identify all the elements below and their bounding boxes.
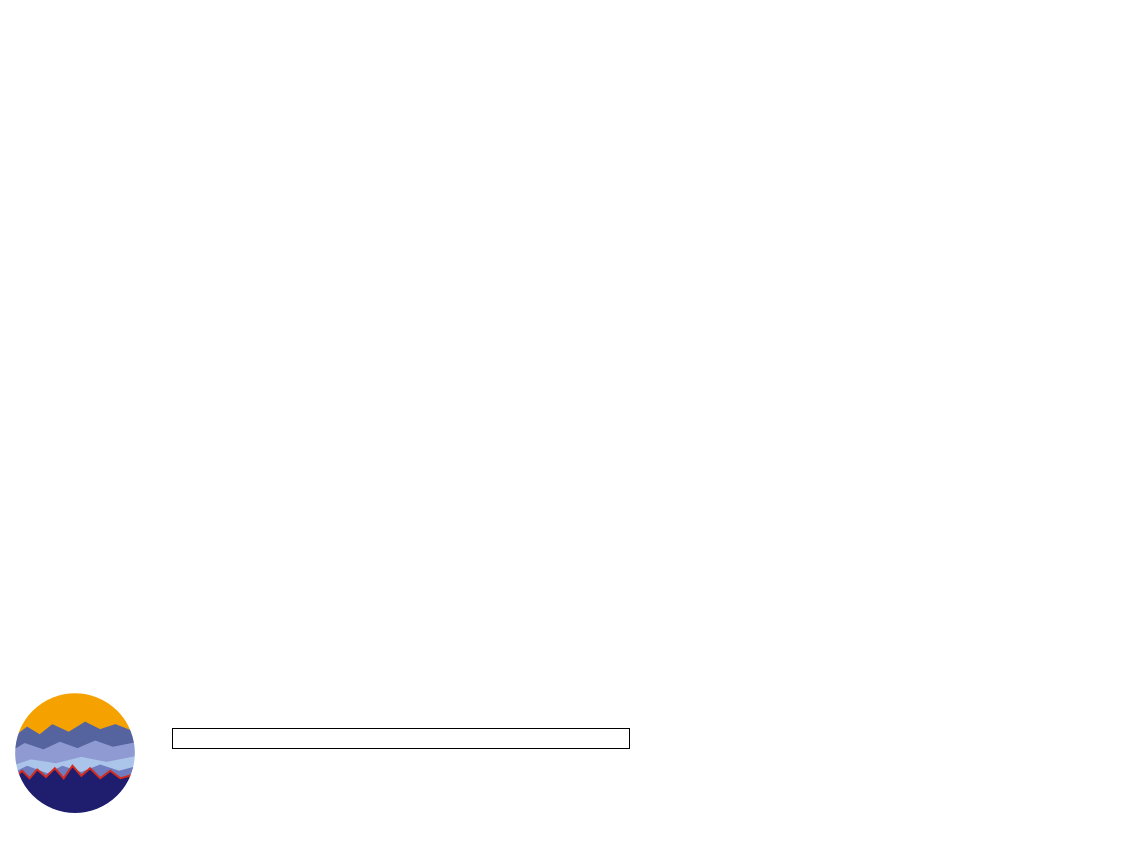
- map-panel: [68, 30, 553, 138]
- ncics-logo: [13, 692, 137, 815]
- colorbar: [172, 728, 630, 749]
- shear-anomaly-map: [68, 30, 553, 138]
